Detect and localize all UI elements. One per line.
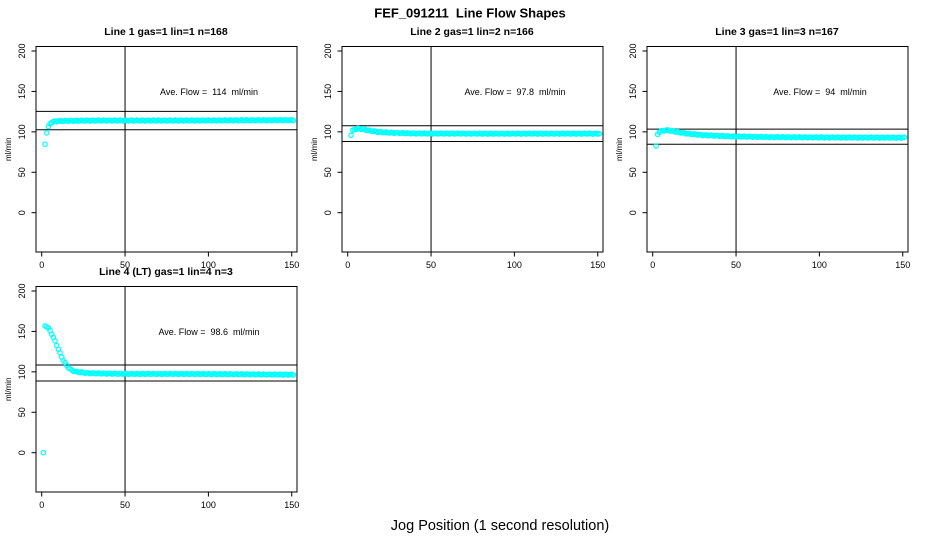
y-tick-label: 200 bbox=[628, 43, 638, 58]
data-point bbox=[901, 134, 908, 141]
outlier-data-point bbox=[40, 449, 47, 456]
data-points bbox=[40, 323, 297, 456]
y-axis-label: ml/min bbox=[310, 137, 319, 161]
plot-box bbox=[35, 286, 298, 493]
y-tick-label: 150 bbox=[628, 84, 638, 99]
y-tick-label: 150 bbox=[17, 324, 27, 339]
x-tick-label: 100 bbox=[201, 500, 216, 510]
subplot-line1-plot: 0 50 100 150 0 50 100 150 200 ml/min bbox=[4, 43, 299, 270]
data-point bbox=[290, 372, 297, 378]
x-tick-label: 100 bbox=[507, 260, 522, 270]
y-tick-label: 0 bbox=[17, 450, 27, 455]
y-axis-label: ml/min bbox=[615, 137, 624, 161]
x-tick-label: 100 bbox=[812, 260, 827, 270]
x-tick-label: 0 bbox=[650, 260, 655, 270]
plot-box bbox=[646, 46, 909, 253]
y-tick-label: 100 bbox=[323, 124, 333, 139]
x-tick-label: 150 bbox=[895, 260, 910, 270]
subplot-title-line1: Line 1 gas=1 lin=1 n=168 bbox=[104, 26, 228, 38]
y-tick-label: 200 bbox=[17, 43, 27, 58]
data-point bbox=[596, 130, 603, 137]
subplot-line4-plot: 0 50 100 150 0 50 100 150 200 ml/min bbox=[4, 283, 299, 510]
data-point bbox=[42, 141, 48, 148]
y-tick-label: 200 bbox=[17, 283, 27, 298]
data-point bbox=[290, 117, 297, 124]
y-tick-label: 50 bbox=[323, 167, 333, 177]
subplot-line2-plot: 0 50 100 150 0 50 100 150 200 ml/min bbox=[310, 43, 605, 270]
x-tick-label: 0 bbox=[345, 260, 350, 270]
data-points bbox=[348, 125, 603, 139]
data-point bbox=[43, 130, 50, 136]
plot-box bbox=[35, 46, 298, 253]
subplot-line3-plot: 0 50 100 150 0 50 100 150 200 ml/min bbox=[615, 43, 910, 270]
data-points bbox=[653, 127, 908, 149]
y-tick-label: 50 bbox=[628, 167, 638, 177]
data-points bbox=[42, 116, 297, 148]
x-tick-label: 0 bbox=[39, 500, 44, 510]
subplot-title-line2: Line 2 gas=1 lin=2 n=166 bbox=[410, 26, 534, 38]
subplot-title-line3: Line 3 gas=1 lin=3 n=167 bbox=[715, 26, 839, 38]
x-tick-label: 100 bbox=[201, 260, 216, 270]
y-tick-label: 150 bbox=[323, 84, 333, 99]
y-tick-label: 50 bbox=[17, 167, 27, 177]
y-tick-label: 100 bbox=[17, 364, 27, 379]
x-tick-label: 50 bbox=[731, 260, 741, 270]
y-tick-label: 100 bbox=[17, 124, 27, 139]
y-tick-label: 0 bbox=[628, 210, 638, 215]
y-tick-label: 0 bbox=[323, 210, 333, 215]
x-tick-label: 50 bbox=[120, 260, 130, 270]
ave-flow-annotation-line1: Ave. Flow = 114 ml/min bbox=[160, 87, 258, 97]
x-tick-label: 150 bbox=[284, 260, 299, 270]
ave-flow-annotation-line3: Ave. Flow = 94 ml/min bbox=[773, 87, 867, 97]
x-tick-label: 50 bbox=[426, 260, 436, 270]
x-tick-label: 0 bbox=[39, 260, 44, 270]
y-axis-label: ml/min bbox=[4, 377, 13, 401]
subplot-title-line4: Line 4 (LT) gas=1 lin=4 n=3 bbox=[99, 266, 233, 278]
data-point bbox=[653, 143, 659, 149]
x-tick-label: 150 bbox=[590, 260, 605, 270]
y-tick-label: 150 bbox=[17, 84, 27, 99]
y-tick-label: 50 bbox=[17, 407, 27, 417]
data-point bbox=[52, 337, 58, 344]
y-tick-label: 200 bbox=[323, 43, 333, 58]
ave-flow-annotation-line4: Ave. Flow = 98.6 ml/min bbox=[158, 327, 260, 337]
x-tick-label: 150 bbox=[284, 500, 299, 510]
plot-box bbox=[341, 46, 604, 253]
ave-flow-annotation-line2: Ave. Flow = 97.8 ml/min bbox=[464, 87, 566, 97]
x-axis-label: Jog Position (1 second resolution) bbox=[390, 518, 610, 534]
y-tick-label: 0 bbox=[17, 210, 27, 215]
figure-title: FEF_091211 Line Flow Shapes bbox=[374, 5, 566, 21]
y-axis-label: ml/min bbox=[4, 137, 13, 161]
x-tick-label: 50 bbox=[120, 500, 130, 510]
y-tick-label: 100 bbox=[628, 124, 638, 139]
data-point bbox=[348, 132, 354, 139]
